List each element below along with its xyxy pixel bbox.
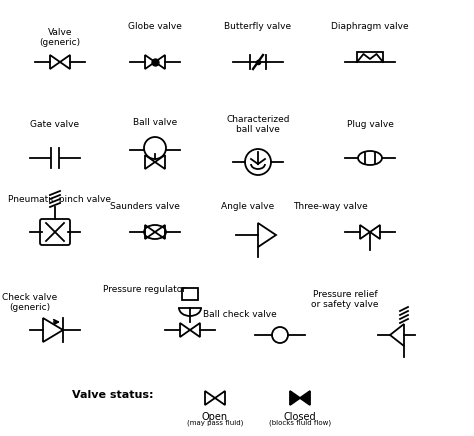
Text: Closed: Closed — [283, 412, 316, 422]
Text: Gate valve: Gate valve — [30, 120, 80, 129]
Bar — [357, 52, 383, 62]
Polygon shape — [205, 391, 215, 405]
Text: (blocks fluid flow): (blocks fluid flow) — [269, 419, 331, 426]
Text: Valve status:: Valve status: — [72, 390, 154, 400]
Text: Characterized
ball valve: Characterized ball valve — [226, 115, 290, 134]
Polygon shape — [155, 225, 165, 239]
Text: Ball check valve: Ball check valve — [203, 310, 277, 319]
Polygon shape — [145, 225, 155, 239]
Text: Globe valve: Globe valve — [128, 22, 182, 31]
Text: Pressure regulator: Pressure regulator — [103, 285, 186, 294]
Polygon shape — [300, 391, 310, 405]
Text: Pressure relief
or safety valve: Pressure relief or safety valve — [311, 290, 379, 310]
Polygon shape — [190, 323, 200, 337]
Text: Pneumatic pinch valve: Pneumatic pinch valve — [8, 195, 111, 204]
Polygon shape — [215, 391, 225, 405]
Text: Valve
(generic): Valve (generic) — [39, 28, 81, 48]
Polygon shape — [360, 225, 370, 239]
Text: Open: Open — [202, 412, 228, 422]
Polygon shape — [290, 391, 300, 405]
Bar — [182, 288, 198, 300]
Text: Diaphragm valve: Diaphragm valve — [331, 22, 409, 31]
Polygon shape — [50, 55, 60, 69]
Text: Three-way valve: Three-way valve — [292, 202, 367, 211]
Text: Check valve
(generic): Check valve (generic) — [2, 293, 58, 313]
Polygon shape — [155, 55, 165, 69]
Polygon shape — [180, 323, 190, 337]
Text: Butterfly valve: Butterfly valve — [224, 22, 292, 31]
Text: (may pass fluid): (may pass fluid) — [187, 419, 243, 426]
Text: Plug valve: Plug valve — [346, 120, 393, 129]
Text: Ball valve: Ball valve — [133, 118, 177, 127]
Polygon shape — [60, 55, 70, 69]
Polygon shape — [370, 225, 380, 239]
Polygon shape — [155, 155, 165, 169]
Polygon shape — [145, 155, 155, 169]
Text: Angle valve: Angle valve — [221, 202, 274, 211]
Polygon shape — [145, 55, 155, 69]
Text: Saunders valve: Saunders valve — [110, 202, 180, 211]
